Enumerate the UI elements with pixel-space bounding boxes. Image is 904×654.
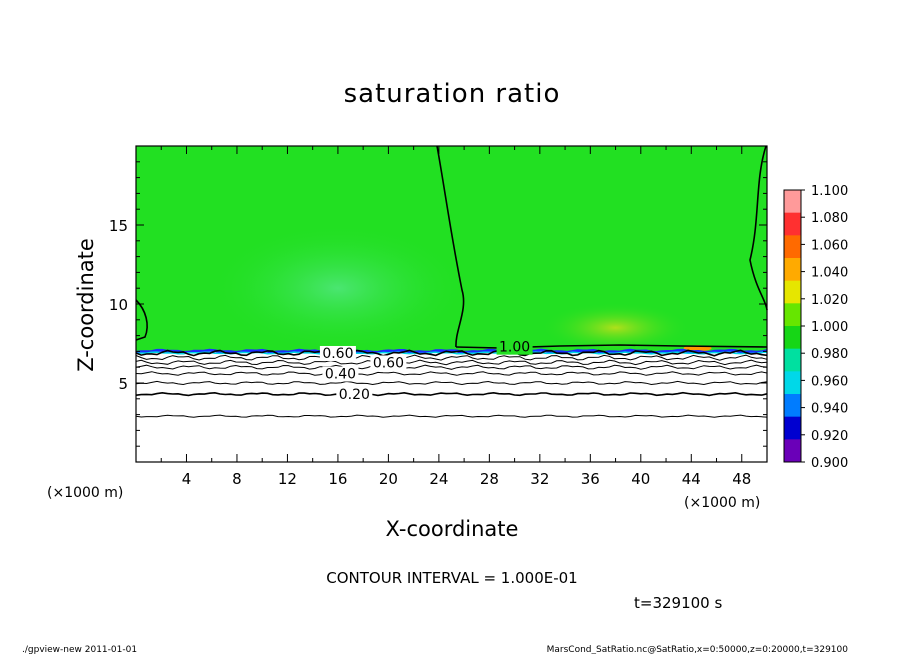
colorbar-label: 1.020 [811, 293, 848, 308]
x-unit-label-left: (×1000 m) [47, 485, 123, 501]
x-tick-label: 28 [480, 470, 499, 488]
colorbar: 1.100 1.080 1.060 1.040 1.020 1.000 0.980 0.960… [783, 184, 848, 471]
colorbar-segment [784, 190, 801, 214]
contour-line [135, 380, 768, 386]
time-label: t=329100 s [634, 594, 722, 612]
y-tick-label: 15 [109, 217, 128, 235]
contour-label-bg [370, 355, 407, 371]
contour-line-boundary-right [749, 145, 768, 311]
y-tick-label: 5 [118, 375, 128, 393]
x-tick-label: 4 [182, 470, 192, 488]
x-axis-title: X-coordinate [386, 517, 519, 541]
contour-line-boundary-mid [436, 145, 465, 348]
x-tick-label: 36 [581, 470, 600, 488]
x-tick-label: 20 [379, 470, 398, 488]
contour-label: 0.20 [339, 387, 370, 403]
footer-left: ./gpview-new 2011-01-01 [22, 645, 137, 654]
contour-line [135, 414, 768, 418]
field-lower [136, 351, 767, 462]
colorbar-segment [784, 235, 801, 259]
x-tick-label: 8 [232, 470, 242, 488]
contour-line-saturation [455, 344, 768, 349]
contour-label: 0.60 [322, 346, 353, 362]
colorbar-label: 1.000 [811, 320, 848, 335]
field-patch-near-saturation [540, 302, 691, 353]
contour-line [135, 359, 768, 366]
colorbar-segment [784, 303, 801, 327]
colorbar-label: 0.900 [811, 456, 848, 471]
colorbar-label: 0.940 [811, 402, 848, 417]
colorbar-label: 0.960 [811, 374, 848, 389]
colorbar-segment [784, 280, 801, 304]
field-patch-drier [207, 223, 468, 354]
colorbar-segment [784, 394, 801, 418]
x-tick-label: 32 [530, 470, 549, 488]
contour-label-bg [322, 366, 359, 382]
x-tick-label: 12 [278, 470, 297, 488]
x-tick-label: 24 [429, 470, 448, 488]
x-tick-label: 40 [631, 470, 650, 488]
colorbar-segment [784, 371, 801, 395]
contour-line [135, 354, 768, 361]
contour-line [135, 371, 768, 376]
contour-interval-note: CONTOUR INTERVAL = 1.000E-01 [326, 569, 577, 587]
colorbar-label: 0.920 [811, 429, 848, 444]
colorbar-segment [784, 416, 801, 440]
contour-line [135, 364, 768, 370]
y-axis-title: Z-coordinate [74, 238, 98, 372]
colorbar-segment [784, 348, 801, 372]
contour-label-bg [496, 339, 533, 355]
x-tick-label: 48 [732, 470, 751, 488]
colorbar-label: 0.980 [811, 347, 848, 362]
contour-label: 0.60 [373, 355, 404, 371]
contour-line-boundary-left [135, 299, 148, 341]
colorbar-segment [784, 439, 801, 463]
chart-title: saturation ratio [344, 79, 561, 109]
colorbar-label: 1.080 [811, 211, 848, 226]
contour-label: 1.00 [499, 340, 530, 356]
x-tick-label: 44 [682, 470, 701, 488]
y-tick-label: 10 [109, 296, 128, 314]
colorbar-segment [784, 326, 801, 350]
colorbar-segment [784, 212, 801, 236]
contour-lines: 0.20 0.40 0.60 0.60 1.00 [135, 145, 768, 418]
contour-label: 0.40 [325, 367, 356, 383]
contour-label-bg [336, 387, 373, 403]
contour-line [135, 349, 768, 357]
x-unit-label-right: (×1000 m) [684, 495, 760, 511]
colorbar-label: 1.040 [811, 266, 848, 281]
contour-label-bg [319, 345, 356, 361]
x-tick-label: 16 [328, 470, 347, 488]
colorbar-segment [784, 258, 801, 282]
colorbar-label: 1.100 [811, 184, 848, 199]
footer-right: MarsCond_SatRatio.nc@SatRatio,x=0:50000,… [547, 645, 849, 654]
plot-field [135, 146, 768, 462]
contour-line [135, 391, 768, 397]
colorbar-label: 1.060 [811, 238, 848, 253]
